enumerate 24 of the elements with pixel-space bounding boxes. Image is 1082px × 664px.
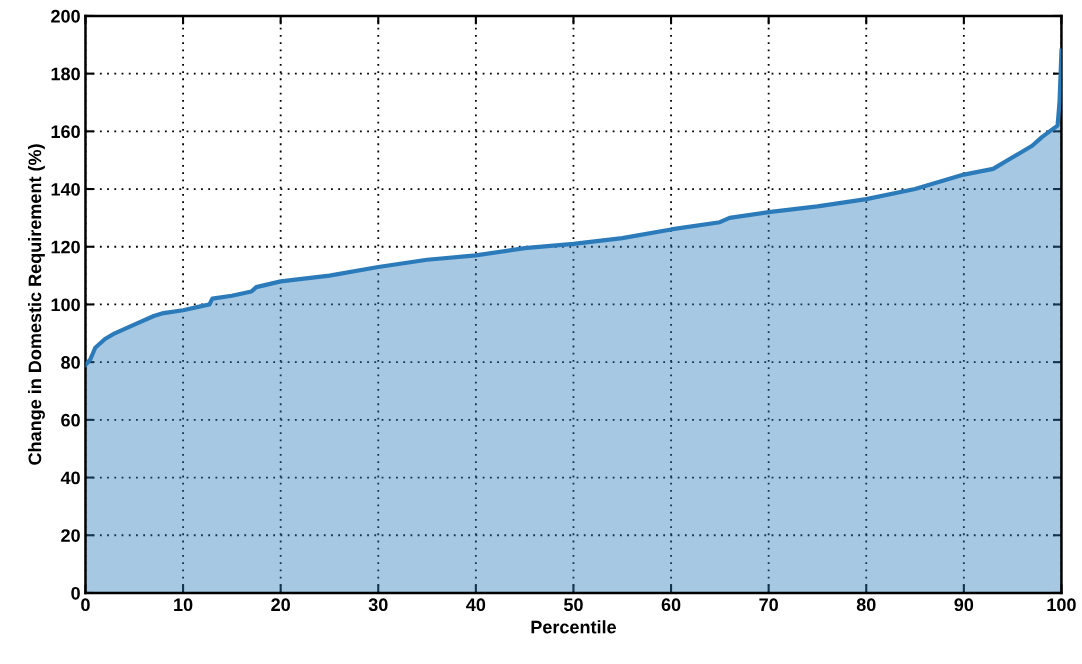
y-tick-label: 0	[71, 586, 80, 600]
y-tick-label: 40	[60, 471, 80, 485]
y-tick-label: 120	[51, 240, 80, 254]
x-tick-label: 20	[271, 598, 290, 612]
y-axis-title: Change in Domestic Requirement (%)	[28, 144, 45, 465]
x-tick-label: 0	[81, 598, 90, 612]
x-tick-label: 50	[563, 598, 583, 612]
y-tick-label: 60	[61, 413, 80, 427]
y-tick-label: 140	[51, 182, 80, 196]
y-tick-label: 80	[61, 356, 80, 369]
y-tick-label: 180	[51, 67, 80, 81]
x-tick-label: 100	[1047, 598, 1076, 612]
y-tick-label: 20	[61, 529, 80, 542]
y-tick-label: 100	[51, 298, 80, 312]
x-axis-title: Percentile	[531, 620, 616, 634]
x-tick-label: 40	[466, 598, 486, 612]
x-tick-label: 60	[661, 598, 681, 612]
x-tick-label: 70	[759, 598, 778, 612]
y-tick-label: 200	[51, 9, 80, 23]
x-tick-label: 10	[174, 598, 193, 612]
x-tick-label: 80	[856, 598, 876, 612]
x-tick-label: 90	[954, 598, 974, 612]
x-tick-label: 30	[368, 598, 388, 612]
y-tick-label: 160	[51, 125, 80, 139]
